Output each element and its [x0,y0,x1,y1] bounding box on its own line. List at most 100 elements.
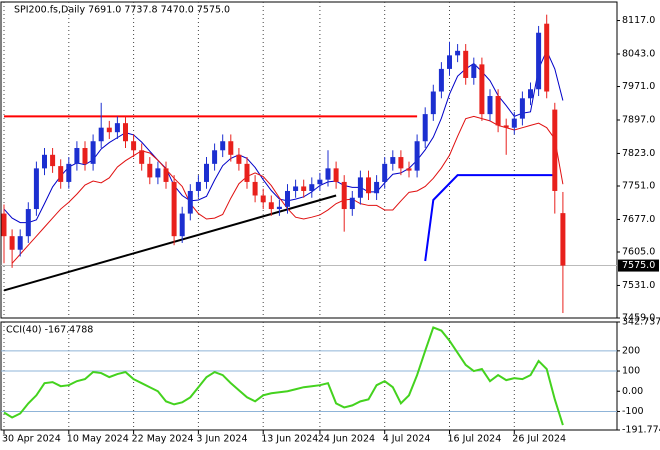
candle-body [90,141,96,164]
candle-body [195,181,201,191]
candle-body [349,197,355,210]
candle-body [106,127,112,133]
y-tick-label: 0.00 [622,386,643,397]
candle-body [228,141,234,155]
candle-body [382,163,388,182]
candle-body [276,206,282,210]
y-tick-label: 7605.0 [622,246,655,257]
candle-body [455,50,461,56]
candle-body [123,123,128,142]
candle-body [487,96,493,115]
candle-body [398,157,404,169]
candle-body [220,141,226,151]
candle-body [560,213,566,266]
candle-body [390,157,396,164]
candle-body [212,150,218,164]
candle-body [309,184,315,191]
y-tick-label: 7677.0 [622,214,655,225]
candle-body [406,168,412,171]
x-tick-label: 26 Jul 2024 [512,434,566,445]
candle-body [66,163,72,182]
candle-body [187,190,193,214]
candle-body [25,209,31,237]
candle-body [74,148,80,164]
candle-body [58,166,64,182]
candle-body [268,202,274,210]
candle-body [341,181,347,210]
candle-body [317,179,323,185]
x-tick-label: 4 Jul 2024 [383,434,431,445]
candle-body [204,163,209,182]
candle-body [414,141,420,171]
candle-body [252,181,258,196]
y-tick-label: 7823.0 [622,148,655,159]
y-tick-label: 342.7377 [622,317,660,328]
candle-body [82,148,88,164]
candle-body [33,168,39,210]
candle-body [333,168,339,182]
candle-body [511,118,517,128]
candle-body [244,163,250,182]
y-tick-label: 7971.0 [622,81,655,92]
candle-body [98,127,104,142]
candle-body [114,123,120,133]
cci-line [3,326,564,426]
candle-body [147,163,153,178]
x-tick-label: 16 Jul 2024 [448,434,502,445]
candle-body [471,64,477,78]
annotation-line [424,174,555,262]
cci-title: CCI(40) -167.4788 [6,325,93,336]
cci-frame [0,321,618,431]
candle-body [155,168,161,178]
candle-body [325,168,331,180]
candle-body [1,213,7,237]
y-tick-label: 8043.0 [622,48,655,59]
candle-body [463,50,469,78]
price-frame [0,1,618,319]
candle-body [9,236,15,250]
annotation-line [3,194,337,292]
candle-body [179,213,185,237]
x-tick-label: 3 Jun 2024 [196,434,247,445]
candle-body [163,168,169,182]
y-tick-label: 7751.0 [622,180,655,191]
x-tick-label: 22 May 2024 [132,434,194,445]
candle-body [131,141,137,151]
candle-body [293,186,299,191]
y-tick-label: 8117.0 [622,15,655,26]
candle-body [260,195,266,203]
x-tick-label: 30 Apr 2024 [2,434,61,445]
candle-body [366,177,371,194]
candle-body [374,181,380,194]
candle-body [495,96,501,126]
candle-body [357,177,363,198]
chart-title: SPI200.fs,Daily 7691.0 7737.8 7470.0 757… [14,5,230,16]
y-tick-label: -100 [622,406,644,417]
candle-body [528,89,533,99]
y-tick-label: 200 [622,345,640,356]
candle-body [447,55,452,69]
candle-body [544,23,550,92]
y-tick-label: 100 [622,366,640,377]
x-tick-label: 24 Jun 2024 [318,434,375,445]
last-price-tag [618,259,659,272]
candle-body [171,181,177,237]
candle-body [536,32,542,90]
y-tick-label: 7531.0 [622,280,655,291]
y-tick-label: 7459.0 [622,313,655,324]
y-tick-label: -191.7746 [622,425,660,436]
candle-body [139,150,145,164]
candle-body [17,236,23,250]
y-tick-label: 7897.0 [622,114,655,125]
candle-body [422,114,428,142]
candle-body [519,98,525,119]
candle-body [285,190,290,207]
x-tick-label: 13 Jun 2024 [261,434,318,445]
candle-body [236,154,242,164]
candle-body [42,154,47,169]
candle-body [50,154,56,167]
last-price-label: 7575.0 [622,260,655,271]
